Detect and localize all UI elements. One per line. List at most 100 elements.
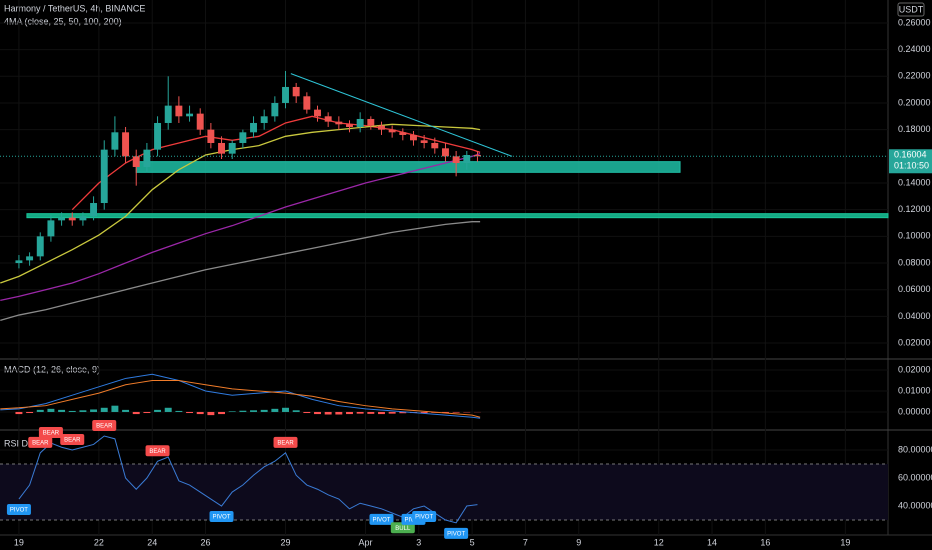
- y-tick-label: 0.20000: [898, 97, 931, 107]
- rsi-signal-box: [412, 511, 437, 523]
- y-tick-label: 0.08000: [898, 257, 931, 267]
- rsi-signal-box: [38, 427, 63, 439]
- moving-average: [0, 221, 481, 322]
- macd-histogram-bar: [111, 405, 119, 412]
- macd-histogram-bar: [36, 409, 44, 412]
- macd-histogram-bar: [356, 411, 364, 414]
- candle-body: [271, 102, 279, 117]
- rsi-line: [18, 435, 478, 524]
- currency-box: [897, 2, 925, 17]
- candle-body: [36, 236, 44, 257]
- candle-body: [452, 156, 460, 163]
- rsi-signal-box: [145, 445, 170, 457]
- countdown: 01:10:50: [894, 161, 929, 171]
- macd-histogram-bar: [15, 411, 23, 415]
- x-tick-label: 29: [281, 537, 291, 547]
- rsi-signal: PIVOT: [415, 515, 433, 521]
- candle-body: [314, 109, 321, 117]
- x-tick-label: 5: [470, 537, 475, 547]
- macd-histogram-bar: [26, 411, 34, 414]
- rsi-signal: PIVOT: [447, 531, 465, 537]
- zone: [26, 213, 889, 219]
- candle-body: [228, 142, 236, 154]
- y-tick-label: 0.02000: [898, 337, 931, 347]
- candle-body: [122, 132, 130, 157]
- candle-body: [356, 118, 364, 127]
- macd-histogram-bar: [260, 409, 268, 412]
- candle-body: [239, 132, 247, 143]
- candle-body: [260, 116, 268, 123]
- y-tick-label: 0.01000: [898, 385, 931, 395]
- candle-body: [388, 129, 396, 133]
- candle-body: [186, 113, 194, 117]
- macd-histogram-bar: [175, 410, 183, 412]
- candle-body: [132, 156, 140, 167]
- indicator-title: 4MA (close, 25, 50, 100, 200): [4, 16, 122, 26]
- macd-histogram-bar: [47, 408, 55, 412]
- candle-body: [292, 86, 300, 97]
- macd-histogram-bar: [367, 411, 375, 414]
- candle-body: [324, 116, 332, 122]
- macd-histogram-bar: [335, 411, 343, 415]
- rsi-signal: PIVOT: [213, 515, 231, 521]
- rsi-signal-box: [6, 504, 31, 516]
- x-tick-label: 16: [760, 537, 770, 547]
- candle-body: [154, 122, 162, 150]
- macd-histogram-bar: [218, 411, 225, 415]
- candle-body: [111, 132, 119, 150]
- macd-histogram-bar: [399, 411, 407, 414]
- y-tick-label: 0.12000: [898, 204, 931, 214]
- candle-body: [79, 216, 87, 221]
- x-tick-label: 7: [523, 537, 528, 547]
- candle-body: [15, 260, 23, 264]
- rsi-signal: BEAR: [64, 438, 81, 444]
- macd-histogram-bar: [79, 410, 87, 412]
- rsi-signal-box: [369, 513, 394, 525]
- macd-histogram-bar: [420, 411, 428, 414]
- candle-body: [250, 122, 257, 133]
- macd-title: MACD (12, 26, close, 9): [4, 364, 100, 374]
- macd-histogram-bar: [442, 411, 449, 413]
- candle-body: [442, 148, 449, 157]
- macd-histogram-bar: [207, 411, 215, 416]
- x-tick-label: 19: [14, 537, 24, 547]
- zone: [135, 161, 681, 173]
- x-tick-label: 12: [654, 537, 664, 547]
- x-tick-label: 19: [840, 537, 850, 547]
- y-tick-label: 0.14000: [898, 177, 931, 187]
- macd-histogram-bar: [282, 407, 289, 412]
- macd-histogram-bar: [271, 408, 279, 412]
- moving-average: [71, 115, 481, 211]
- x-tick-label: 9: [576, 537, 581, 547]
- rsi-signal-box: [273, 436, 298, 448]
- candle-body: [367, 118, 375, 126]
- candle-body: [431, 142, 439, 149]
- rsi-signal: BEAR: [96, 424, 113, 430]
- candle-body: [175, 105, 183, 117]
- candle-body: [410, 134, 417, 141]
- candle-body: [335, 121, 343, 125]
- candle-body: [218, 142, 225, 154]
- candle-body: [399, 132, 407, 135]
- macd-histogram-bar: [346, 411, 353, 415]
- macd-histogram-bar: [143, 411, 151, 414]
- rsi-signal: BEAR: [32, 440, 49, 446]
- candle-body: [196, 113, 204, 130]
- x-tick-label: 24: [147, 537, 157, 547]
- candle-body: [143, 149, 151, 167]
- rsi-signal: PIVOT: [372, 517, 390, 523]
- macd-histogram-bar: [292, 410, 300, 412]
- macd-histogram-bar: [303, 411, 311, 414]
- macd-histogram-bar: [154, 409, 162, 412]
- y-tick-label: 0.18000: [898, 124, 931, 134]
- x-tick-label: 3: [416, 537, 421, 547]
- y-tick-label: 0.02000: [898, 364, 931, 374]
- candle-body: [100, 149, 108, 204]
- rsi-signal: PIVOT: [10, 508, 28, 514]
- candle-body: [26, 256, 34, 261]
- candle-body: [346, 124, 353, 127]
- x-tick-label: 26: [201, 537, 211, 547]
- candle-body: [420, 140, 428, 143]
